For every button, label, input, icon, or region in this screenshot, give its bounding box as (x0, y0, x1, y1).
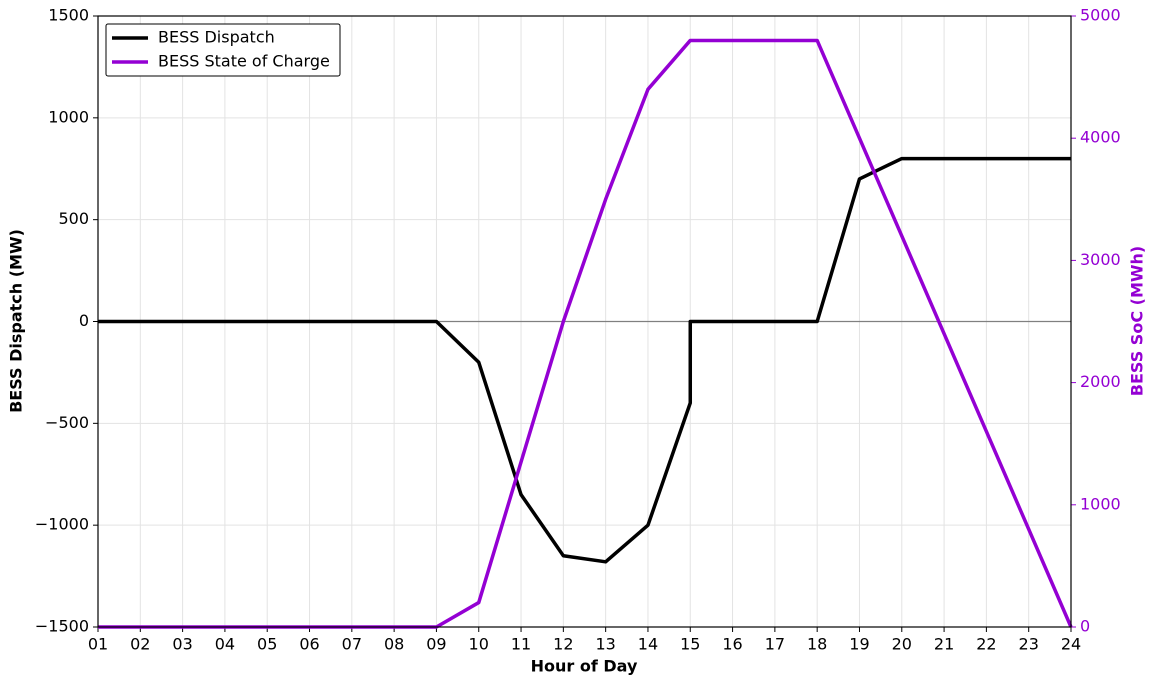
x-tick-label: 10 (469, 635, 489, 654)
x-tick-label: 05 (257, 635, 277, 654)
x-tick-label: 11 (511, 635, 531, 654)
x-tick-label: 16 (722, 635, 742, 654)
y2-tick-label: 5000 (1080, 6, 1121, 25)
x-tick-label: 19 (849, 635, 869, 654)
x-tick-label: 18 (807, 635, 827, 654)
x-tick-label: 21 (934, 635, 954, 654)
y2-tick-label: 1000 (1080, 494, 1121, 513)
y2-axis-label: BESS SoC (MWh) (1128, 246, 1147, 396)
x-tick-label: 17 (765, 635, 785, 654)
x-tick-label: 14 (638, 635, 658, 654)
line-series (98, 38, 1073, 629)
y-tick-label: 0 (79, 311, 89, 330)
y2-tick-label: 0 (1080, 617, 1090, 636)
x-tick-label: 07 (342, 635, 362, 654)
plot-frame (97, 15, 1072, 628)
legend: BESS Dispatch BESS State of Charge (105, 23, 341, 77)
x-axis-label: Hour of Day (531, 657, 638, 676)
x-tick-label: 24 (1061, 635, 1081, 654)
y2-tick-label: 4000 (1080, 128, 1121, 147)
y-tick-label: 1000 (48, 107, 89, 126)
line-series (98, 156, 1071, 564)
x-tick-label: 22 (976, 635, 996, 654)
x-tick-label: 09 (426, 635, 446, 654)
x-tick-label: 02 (130, 635, 150, 654)
y-tick-label: 1500 (48, 6, 89, 25)
legend-label: BESS State of Charge (158, 52, 330, 71)
x-tick-label: 20 (892, 635, 912, 654)
x-tick-label: 12 (553, 635, 573, 654)
x-tick-label: 15 (680, 635, 700, 654)
y-tick-label: 500 (58, 209, 89, 228)
y-axis-label: BESS Dispatch (MW) (7, 229, 26, 413)
legend-label: BESS Dispatch (158, 28, 275, 47)
x-tick-label: 08 (384, 635, 404, 654)
x-tick-label: 23 (1019, 635, 1039, 654)
y2-tick-label: 3000 (1080, 250, 1121, 269)
y-tick-label: −1500 (35, 617, 89, 636)
x-tick-label: 06 (299, 635, 319, 654)
y-tick-label: −500 (45, 413, 89, 432)
x-tick-label: 01 (88, 635, 108, 654)
y2-tick-label: 2000 (1080, 372, 1121, 391)
legend-box (105, 23, 341, 77)
y-tick-label: −1000 (35, 515, 89, 534)
x-tick-label: 13 (595, 635, 615, 654)
x-tick-label: 04 (215, 635, 235, 654)
x-tick-label: 03 (172, 635, 192, 654)
